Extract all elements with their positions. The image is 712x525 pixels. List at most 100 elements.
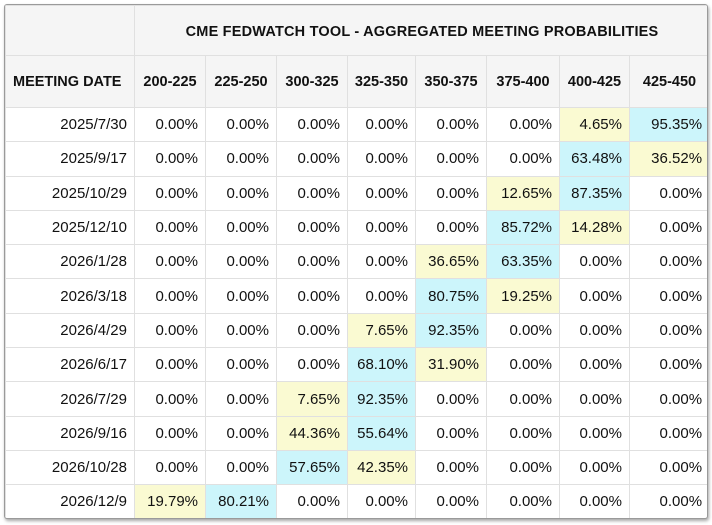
probability-cell: 0.00% xyxy=(559,244,630,280)
probability-cell: 0.00% xyxy=(628,381,707,417)
meeting-date-cell: 2026/1/28 xyxy=(5,244,135,280)
probability-cell: 36.65% xyxy=(415,244,487,280)
probability-cell: 0.00% xyxy=(205,449,277,486)
probability-cell: 0.00% xyxy=(205,209,277,246)
table-row: 2025/12/10 0.00% 0.00% 0.00% 0.00% 0.00% 85.72… xyxy=(5,209,707,246)
probability-cell: 57.65% xyxy=(276,449,348,486)
probability-cell: 0.00% xyxy=(134,175,206,211)
probability-cell: 0.00% xyxy=(134,381,206,417)
column-header: 200-225 xyxy=(134,55,206,108)
probability-cell: 0.00% xyxy=(276,244,348,280)
probability-cell: 0.00% xyxy=(134,141,206,177)
probability-cell: 0.00% xyxy=(134,106,206,143)
probability-cell: 0.00% xyxy=(628,278,707,314)
meeting-date-cell: 2026/9/16 xyxy=(5,415,135,451)
probability-cell: 0.00% xyxy=(559,312,630,349)
probability-cell: 0.00% xyxy=(276,347,348,383)
column-header: 375-400 xyxy=(486,55,560,108)
probability-cell: 0.00% xyxy=(628,484,707,518)
column-header: 400-425 xyxy=(559,55,630,108)
probability-cell: 0.00% xyxy=(415,209,487,246)
probability-cell: 12.65% xyxy=(486,175,560,211)
probability-cell: 7.65% xyxy=(276,381,348,417)
probability-cell: 0.00% xyxy=(415,415,487,451)
meeting-date-cell: 2026/4/29 xyxy=(5,312,135,349)
probability-cell: 0.00% xyxy=(628,175,707,211)
probability-cell: 0.00% xyxy=(276,141,348,177)
probability-cell: 0.00% xyxy=(205,244,277,280)
table-row: 2026/3/18 0.00% 0.00% 0.00% 0.00% 80.75% 19.25… xyxy=(5,278,707,314)
probability-cell: 0.00% xyxy=(276,312,348,349)
probability-cell: 0.00% xyxy=(347,106,416,143)
table-row: 2026/1/28 0.00% 0.00% 0.00% 0.00% 36.65% 63.35… xyxy=(5,244,707,280)
table-title: CME FEDWATCH TOOL - AGGREGATED MEETING P… xyxy=(133,5,707,56)
table-row: 2025/9/17 0.00% 0.00% 0.00% 0.00% 0.00% 0.00% 6… xyxy=(5,141,707,177)
probability-cell: 0.00% xyxy=(486,449,560,486)
probability-cell: 63.35% xyxy=(486,244,560,280)
table-row: 2025/7/30 0.00% 0.00% 0.00% 0.00% 0.00% 0.00% 4… xyxy=(5,106,707,143)
probability-cell: 0.00% xyxy=(205,106,277,143)
probability-cell: 0.00% xyxy=(486,484,560,518)
probability-cell: 19.25% xyxy=(486,278,560,314)
probability-cell: 0.00% xyxy=(205,347,277,383)
probability-cell: 0.00% xyxy=(628,347,707,383)
probability-cell: 14.28% xyxy=(559,209,630,246)
corner-cell xyxy=(5,5,135,56)
probability-cell: 0.00% xyxy=(205,415,277,451)
probability-cell: 0.00% xyxy=(134,278,206,314)
probability-cell: 0.00% xyxy=(486,312,560,349)
probability-cell: 55.64% xyxy=(347,415,416,451)
table-row: 2026/12/9 19.79% 80.21% 0.00% 0.00% 0.00% 0.00… xyxy=(5,484,707,518)
probability-cell: 0.00% xyxy=(347,244,416,280)
column-header: 225-250 xyxy=(205,55,277,108)
probability-cell: 0.00% xyxy=(205,312,277,349)
probability-cell: 0.00% xyxy=(415,484,487,518)
probability-table: CME FEDWATCH TOOL - AGGREGATED MEETING P… xyxy=(5,5,707,518)
probability-cell: 0.00% xyxy=(134,415,206,451)
probability-cell: 0.00% xyxy=(347,141,416,177)
column-header: 300-325 xyxy=(276,55,348,108)
probability-cell: 87.35% xyxy=(559,175,630,211)
probability-cell: 0.00% xyxy=(347,484,416,518)
probability-cell: 0.00% xyxy=(415,449,487,486)
probability-cell: 44.36% xyxy=(276,415,348,451)
probability-cell: 95.35% xyxy=(628,106,707,143)
probability-cell: 0.00% xyxy=(205,278,277,314)
probability-cell: 0.00% xyxy=(415,381,487,417)
probability-cell: 0.00% xyxy=(276,278,348,314)
probability-cell: 0.00% xyxy=(628,415,707,451)
probability-cell: 0.00% xyxy=(276,484,348,518)
probability-cell: 85.72% xyxy=(486,209,560,246)
probability-cell: 0.00% xyxy=(134,449,206,486)
probability-cell: 19.79% xyxy=(134,484,206,518)
meeting-date-cell: 2026/3/18 xyxy=(5,278,135,314)
probability-cell: 92.35% xyxy=(347,381,416,417)
probability-cell: 0.00% xyxy=(628,312,707,349)
probability-cell: 0.00% xyxy=(628,449,707,486)
probability-cell: 0.00% xyxy=(276,106,348,143)
probability-cell: 0.00% xyxy=(134,244,206,280)
column-header: 350-375 xyxy=(415,55,487,108)
meeting-date-cell: 2026/12/9 xyxy=(5,484,135,518)
meeting-date-cell: 2025/10/29 xyxy=(5,175,135,211)
meeting-date-header: MEETING DATE xyxy=(5,55,135,108)
table-row: 2026/9/16 0.00% 0.00% 44.36% 55.64% 0.00% 0.00… xyxy=(5,415,707,451)
probability-cell: 4.65% xyxy=(559,106,630,143)
probability-cell: 0.00% xyxy=(559,278,630,314)
probability-cell: 0.00% xyxy=(205,175,277,211)
probability-cell: 0.00% xyxy=(628,209,707,246)
probability-cell: 80.75% xyxy=(415,278,487,314)
probability-table-panel: CME FEDWATCH TOOL - AGGREGATED MEETING P… xyxy=(4,4,708,519)
probability-cell: 68.10% xyxy=(347,347,416,383)
probability-cell: 0.00% xyxy=(347,209,416,246)
table-row: 2026/4/29 0.00% 0.00% 0.00% 7.65% 92.35% 0.00%… xyxy=(5,312,707,349)
meeting-date-cell: 2026/10/28 xyxy=(5,449,135,486)
probability-cell: 0.00% xyxy=(347,175,416,211)
probability-cell: 0.00% xyxy=(415,141,487,177)
probability-cell: 0.00% xyxy=(559,415,630,451)
table-row: 2025/10/29 0.00% 0.00% 0.00% 0.00% 0.00% 12.65… xyxy=(5,175,707,211)
meeting-date-cell: 2025/12/10 xyxy=(5,209,135,246)
table-row: 2026/7/29 0.00% 0.00% 7.65% 92.35% 0.00% 0.00%… xyxy=(5,381,707,417)
probability-cell: 80.21% xyxy=(205,484,277,518)
probability-cell: 0.00% xyxy=(276,209,348,246)
